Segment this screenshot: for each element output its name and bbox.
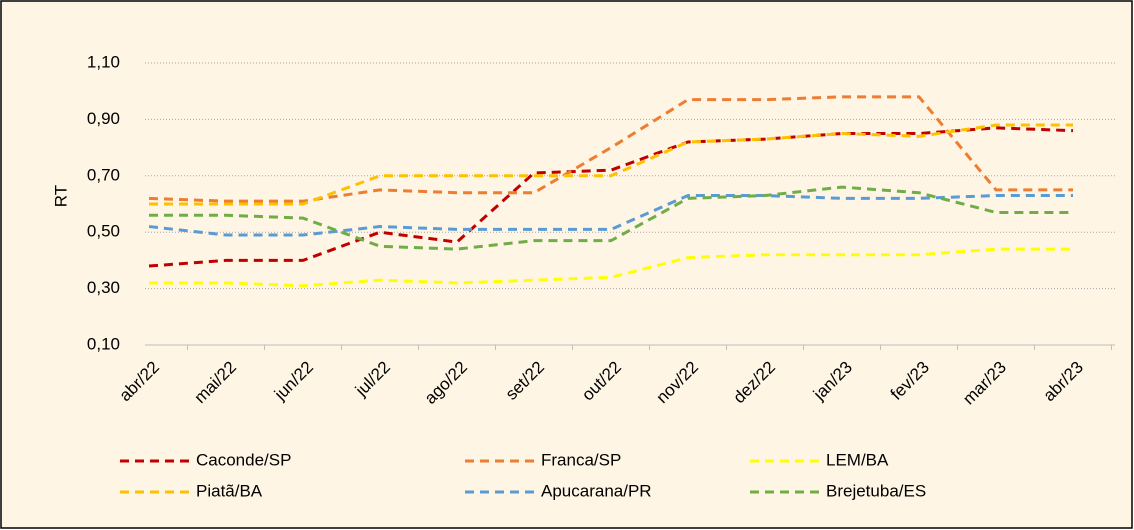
y-axis-label: RT <box>51 185 70 207</box>
y-tick-label: 0,30 <box>87 278 120 297</box>
legend-label: Apucarana/PR <box>541 481 652 500</box>
legend-label: LEM/BA <box>826 450 889 469</box>
legend-label: Brejetuba/ES <box>826 481 926 500</box>
y-tick-label: 1,10 <box>87 52 120 71</box>
series-line <box>148 95 1073 203</box>
y-tick-label: 0,90 <box>87 109 120 128</box>
series-line <box>148 194 1073 237</box>
legend-label: Franca/SP <box>541 450 621 469</box>
series-line <box>148 126 1074 268</box>
y-tick-label: 0,70 <box>87 165 120 184</box>
y-tick-label: 0,10 <box>87 334 120 353</box>
series-line <box>149 185 1073 251</box>
y-tick-label: 0,50 <box>87 222 120 241</box>
legend-label: Piatã/BA <box>196 481 263 500</box>
series-line <box>149 123 1073 206</box>
legend-label: Caconde/SP <box>196 450 291 469</box>
series-line <box>149 247 1073 288</box>
